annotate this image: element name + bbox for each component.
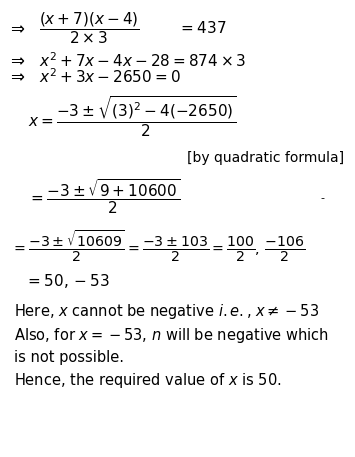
Text: Here, $x$ cannot be negative $i.e.$, $x \neq -53$: Here, $x$ cannot be negative $i.e.$, $x … [14,302,320,321]
Text: $= 50, -53$: $= 50, -53$ [25,272,110,290]
Text: $= \dfrac{-3 \pm \sqrt{10609}}{2} = \dfrac{-3 \pm 103}{2} = \dfrac{100}{2},\, \d: $= \dfrac{-3 \pm \sqrt{10609}}{2} = \dfr… [11,228,305,264]
Text: Hence, the required value of $x$ is 50.: Hence, the required value of $x$ is 50. [14,371,282,390]
Text: $\Rightarrow$: $\Rightarrow$ [7,67,26,85]
Text: $\text{-}$: $\text{-}$ [320,191,325,202]
Text: $x^2 + 3x - 2650 = 0$: $x^2 + 3x - 2650 = 0$ [39,67,181,85]
Text: [by quadratic formula]: [by quadratic formula] [187,151,344,165]
Text: $\Rightarrow$: $\Rightarrow$ [7,51,26,69]
Text: is not possible.: is not possible. [14,350,124,365]
Text: $\dfrac{(x+7)(x-4)}{2\times 3}$: $\dfrac{(x+7)(x-4)}{2\times 3}$ [39,11,140,46]
Text: $= \dfrac{-3 \pm \sqrt{9 + 10600}}{2}$: $= \dfrac{-3 \pm \sqrt{9 + 10600}}{2}$ [28,177,180,216]
Text: $x = \dfrac{-3 \pm \sqrt{(3)^2 - 4(-2650)}}{2}$: $x = \dfrac{-3 \pm \sqrt{(3)^2 - 4(-2650… [28,94,237,139]
Text: $= 437$: $= 437$ [178,20,226,37]
Text: $\Rightarrow$: $\Rightarrow$ [7,19,26,37]
Text: $x^2 + 7x - 4x - 28 = 874 \times 3$: $x^2 + 7x - 4x - 28 = 874 \times 3$ [39,51,246,69]
Text: Also, for $x = -53$, $n$ will be negative which: Also, for $x = -53$, $n$ will be negativ… [14,326,329,345]
